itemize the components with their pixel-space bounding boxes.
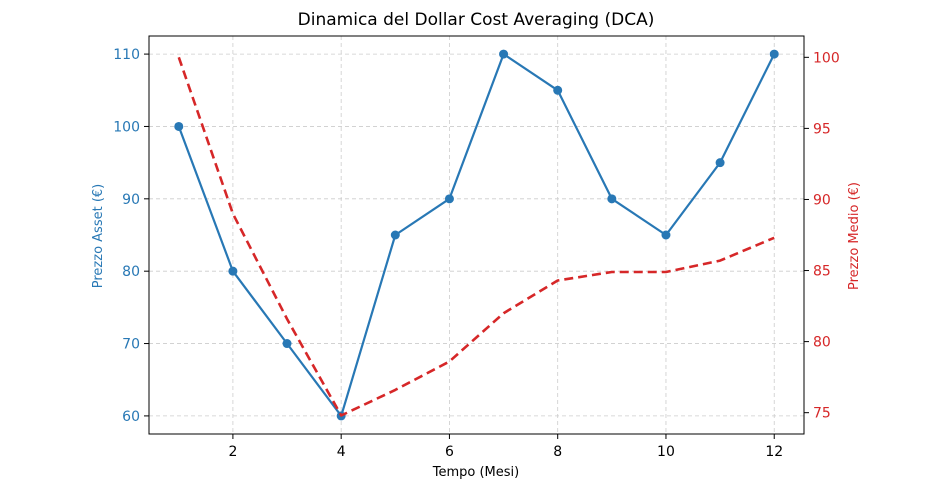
y-axis-label-left: Prezzo Asset (€)	[91, 184, 106, 288]
data-point	[444, 194, 454, 204]
data-point	[228, 266, 238, 276]
x-tick-label: 2	[228, 444, 237, 460]
x-tick-label: 4	[337, 444, 346, 460]
y-left-tick-label: 100	[113, 119, 140, 135]
plot-frame	[148, 35, 805, 435]
data-point	[607, 194, 617, 204]
y-left-tick-label: 80	[122, 264, 140, 280]
data-point	[174, 121, 184, 131]
series-line-prezzo-medio	[177, 56, 775, 417]
data-point	[769, 49, 779, 59]
data-point	[661, 230, 671, 240]
x-tick-label: 10	[657, 444, 675, 460]
y-axis-label-right: Prezzo Medio (€)	[847, 182, 862, 290]
series-layer	[174, 49, 779, 421]
y-right-tick-label: 80	[813, 335, 831, 351]
y-right-tick-label: 90	[813, 192, 831, 208]
data-point	[715, 158, 725, 168]
x-tick-label: 6	[445, 444, 454, 460]
y-left-tick-label: 60	[122, 409, 140, 425]
data-point	[553, 85, 563, 95]
x-tick-label: 12	[765, 444, 783, 460]
data-point	[499, 49, 509, 59]
y-left-tick-label: 110	[113, 47, 140, 63]
y-right-tick-label: 100	[813, 50, 840, 66]
data-point	[390, 230, 400, 240]
y-right-tick-label: 75	[813, 406, 831, 422]
ticks: 2 4 6 8 10 12 60 70 80 90 100 110 75 80 85 90 95 100	[113, 47, 839, 460]
y-left-tick-label: 70	[122, 337, 140, 353]
chart-title: Dinamica del Dollar Cost Averaging (DCA)	[298, 10, 655, 30]
x-axis-label: Tempo (Mesi)	[432, 465, 519, 480]
data-point	[282, 339, 292, 349]
x-tick-label: 8	[553, 444, 562, 460]
y-left-tick-label: 90	[122, 192, 140, 208]
y-right-tick-label: 85	[813, 264, 831, 280]
grid	[149, 36, 804, 434]
y-right-tick-label: 95	[813, 121, 831, 137]
series-line-prezzo-asset	[177, 52, 776, 417]
